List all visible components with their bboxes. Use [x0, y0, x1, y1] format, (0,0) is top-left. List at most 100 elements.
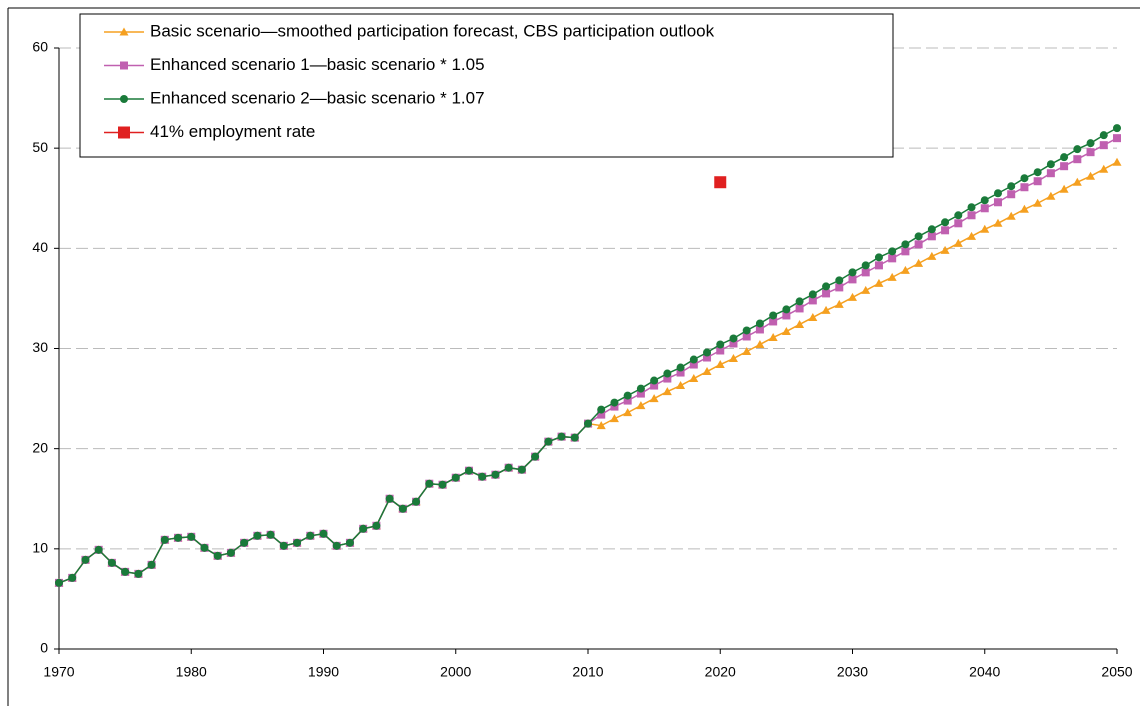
marker: [729, 339, 738, 348]
marker: [941, 226, 950, 235]
marker: [714, 176, 727, 189]
marker: [676, 381, 686, 390]
marker: [478, 472, 487, 481]
marker: [610, 398, 619, 407]
marker: [570, 433, 579, 442]
marker: [412, 497, 421, 506]
marker: [927, 251, 937, 260]
marker: [967, 211, 976, 220]
legend-label: Enhanced scenario 1—basic scenario * 1.0…: [150, 55, 485, 74]
marker: [319, 529, 328, 538]
marker: [610, 402, 619, 411]
marker: [636, 389, 645, 398]
marker: [953, 238, 963, 247]
marker: [729, 334, 738, 343]
marker: [782, 311, 791, 320]
marker: [1006, 211, 1016, 220]
marker: [901, 247, 910, 256]
marker: [279, 541, 288, 550]
marker: [755, 325, 764, 334]
marker: [967, 231, 977, 240]
marker: [160, 535, 169, 544]
marker: [253, 531, 262, 540]
marker: [1020, 174, 1029, 183]
y-tick-label: 60: [32, 39, 48, 55]
marker: [689, 355, 698, 364]
marker: [425, 479, 434, 488]
marker: [689, 360, 698, 369]
marker: [623, 391, 632, 400]
marker: [1033, 168, 1042, 177]
marker: [623, 408, 633, 417]
marker: [385, 494, 394, 503]
marker: [119, 27, 129, 36]
marker: [795, 297, 804, 306]
series-line: [58, 127, 1118, 584]
marker: [728, 354, 738, 363]
marker: [676, 368, 685, 377]
marker: [345, 538, 354, 547]
marker: [901, 240, 910, 249]
x-tick-label: 2030: [837, 664, 868, 680]
legend-label: 41% employment rate: [150, 122, 315, 141]
marker: [1113, 134, 1121, 143]
marker: [1033, 177, 1042, 186]
marker: [848, 268, 857, 277]
marker: [359, 524, 368, 533]
marker: [649, 394, 659, 403]
marker: [504, 463, 513, 472]
marker: [742, 332, 751, 341]
marker: [755, 339, 765, 348]
marker: [596, 421, 606, 430]
marker: [874, 261, 883, 270]
marker: [662, 387, 672, 396]
y-tick-label: 30: [32, 339, 48, 355]
marker: [993, 189, 1002, 198]
marker: [107, 558, 116, 567]
legend-label: Basic scenario—smoothed participation fo…: [150, 21, 715, 40]
marker: [716, 340, 725, 349]
marker: [544, 437, 553, 446]
y-tick-label: 40: [32, 239, 48, 255]
marker: [226, 548, 235, 557]
marker: [1099, 141, 1108, 150]
marker: [266, 530, 275, 539]
x-tick-label: 2010: [572, 664, 603, 680]
marker: [822, 282, 831, 291]
marker: [120, 95, 128, 103]
marker: [1086, 171, 1096, 180]
marker: [1033, 198, 1043, 207]
marker: [769, 311, 778, 320]
marker: [848, 292, 857, 301]
marker: [609, 414, 619, 423]
marker: [293, 538, 302, 547]
marker: [1060, 153, 1069, 162]
marker: [927, 225, 936, 234]
marker: [861, 268, 870, 277]
marker: [888, 247, 897, 256]
marker: [967, 203, 976, 212]
marker: [808, 290, 817, 299]
marker: [861, 261, 870, 270]
y-tick-label: 50: [32, 139, 48, 155]
marker: [993, 198, 1002, 207]
marker: [1046, 160, 1055, 169]
marker: [808, 312, 818, 321]
marker: [174, 533, 183, 542]
marker: [927, 232, 936, 241]
legend-label: Enhanced scenario 2—basic scenario * 1.0…: [150, 88, 485, 107]
x-tick-label: 2040: [969, 664, 1000, 680]
marker: [821, 305, 831, 314]
marker: [716, 346, 725, 355]
x-tick-label: 1980: [176, 664, 207, 680]
marker: [888, 254, 897, 263]
marker: [464, 466, 473, 475]
marker: [954, 211, 963, 220]
marker: [768, 332, 778, 341]
marker: [1020, 183, 1029, 192]
marker: [1072, 177, 1082, 186]
marker: [332, 541, 341, 550]
x-tick-label: 2020: [705, 664, 736, 680]
marker: [650, 381, 659, 390]
